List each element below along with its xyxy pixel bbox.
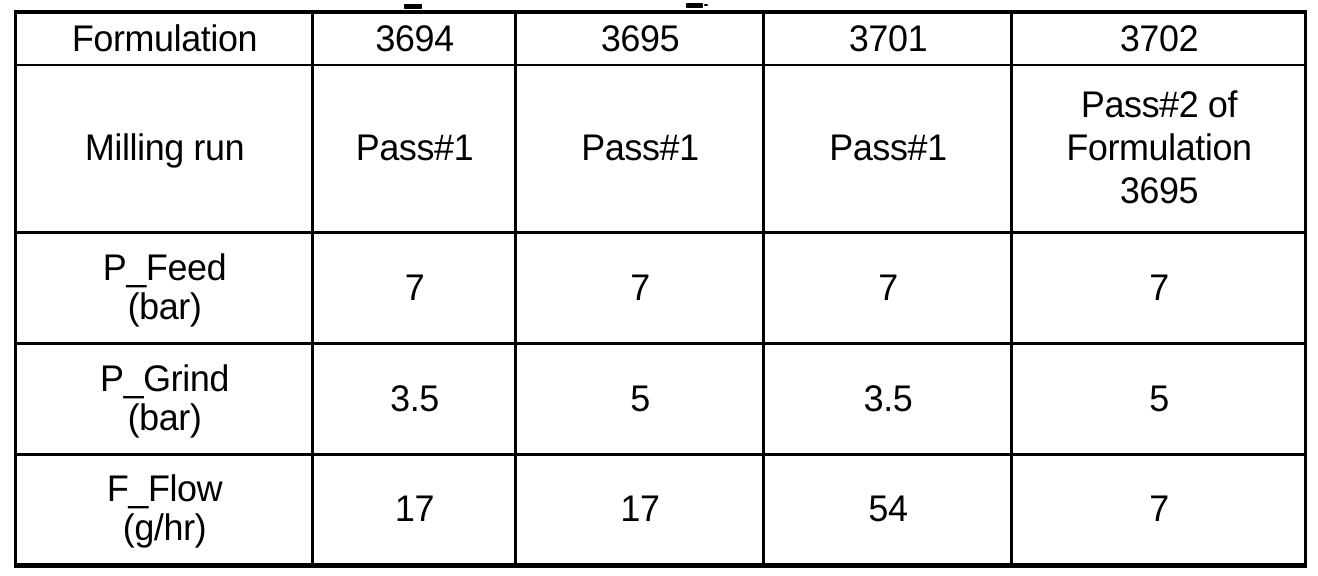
milling-run-parameters-table: Formulation 3694 3695 3701 3702 Milling … — [14, 10, 1307, 568]
row-header-milling-run: Milling run — [20, 65, 308, 232]
cell-value: Pass#1 — [355, 128, 472, 168]
cell-value: Pass#1 — [581, 128, 698, 168]
cell-value: 7 — [1149, 268, 1169, 308]
cell-value: 3701 — [848, 19, 926, 59]
cell-value-multiline: Pass#2 of Formulation 3695 — [1066, 84, 1251, 213]
cell-f-flow-3695: 17 — [519, 454, 760, 565]
row-header-label: Formulation — [71, 19, 256, 59]
row-header-p-feed: P_Feed (bar) — [20, 232, 308, 343]
cell-p-grind-3702: 5 — [1016, 343, 1301, 454]
cell-p-feed-3702: 7 — [1016, 232, 1301, 343]
table-row: Milling run Pass#1 Pass#1 Pass#1 Pass#2 … — [16, 65, 1306, 232]
cell-formulation-3694: 3694 — [316, 12, 513, 65]
cell-f-flow-3701: 54 — [767, 454, 1008, 565]
table-row: Formulation 3694 3695 3701 3702 — [16, 12, 1306, 65]
cell-value: 3695 — [600, 19, 678, 59]
cell-milling-run-3702: Pass#2 of Formulation 3695 — [1016, 65, 1301, 232]
cell-f-flow-3694: 17 — [316, 454, 513, 565]
row-header-label: P_Feed — [102, 249, 225, 286]
cell-milling-run-3695: Pass#1 — [519, 65, 760, 232]
cell-p-feed-3694: 7 — [316, 232, 513, 343]
cell-value: 3.5 — [863, 379, 912, 419]
cell-formulation-3695: 3695 — [519, 12, 760, 65]
cell-value-line1: Pass#2 of — [1066, 84, 1251, 127]
cell-value: 7 — [404, 268, 424, 308]
cell-p-grind-3701: 3.5 — [767, 343, 1008, 454]
row-header-p-grind: P_Grind (bar) — [20, 343, 308, 454]
cell-p-grind-3694: 3.5 — [316, 343, 513, 454]
row-header-formulation: Formulation — [20, 12, 308, 65]
cell-value-line2: Formulation — [1066, 127, 1251, 170]
cell-value: 3702 — [1119, 19, 1197, 59]
row-header-label-stack: F_Flow (g/hr) — [106, 470, 221, 546]
cell-p-grind-3695: 5 — [519, 343, 760, 454]
cell-p-feed-3701: 7 — [767, 232, 1008, 343]
cell-formulation-3702: 3702 — [1016, 12, 1301, 65]
ink-smudge-icon — [404, 4, 422, 9]
cell-value: Pass#1 — [829, 128, 946, 168]
cell-value: 17 — [620, 489, 659, 529]
row-header-f-flow: F_Flow (g/hr) — [20, 454, 308, 565]
table-row: P_Feed (bar) 7 7 7 7 — [16, 232, 1306, 343]
row-header-label: P_Grind — [100, 360, 229, 397]
cell-value: 5 — [630, 379, 650, 419]
cell-value: 7 — [630, 268, 650, 308]
cell-value: 5 — [1149, 379, 1169, 419]
table-row: F_Flow (g/hr) 17 17 54 7 — [16, 454, 1306, 565]
table-row: P_Grind (bar) 3.5 5 3.5 5 — [16, 343, 1306, 454]
ink-smudge-icon — [704, 4, 708, 6]
cell-milling-run-3701: Pass#1 — [767, 65, 1008, 232]
row-header-label-stack: P_Feed (bar) — [102, 249, 225, 325]
cell-value: 17 — [394, 489, 433, 529]
cell-milling-run-3694: Pass#1 — [316, 65, 513, 232]
row-header-unit: (bar) — [102, 288, 225, 325]
row-header-unit: (bar) — [100, 399, 229, 436]
row-header-unit: (g/hr) — [106, 509, 221, 546]
cell-value: 3.5 — [390, 379, 439, 419]
cell-value: 7 — [1149, 489, 1169, 529]
cell-value-line3: 3695 — [1066, 170, 1251, 213]
cell-formulation-3701: 3701 — [767, 12, 1008, 65]
cell-value: 3694 — [375, 19, 453, 59]
cell-value: 54 — [868, 489, 907, 529]
scanned-page: Formulation 3694 3695 3701 3702 Milling … — [0, 0, 1318, 576]
ink-smudge-icon — [686, 3, 703, 8]
row-header-label-stack: P_Grind (bar) — [100, 360, 229, 436]
row-header-label: Milling run — [84, 128, 243, 168]
row-header-label: F_Flow — [106, 470, 221, 507]
cell-f-flow-3702: 7 — [1016, 454, 1301, 565]
cell-p-feed-3695: 7 — [519, 232, 760, 343]
cell-value: 7 — [878, 268, 898, 308]
